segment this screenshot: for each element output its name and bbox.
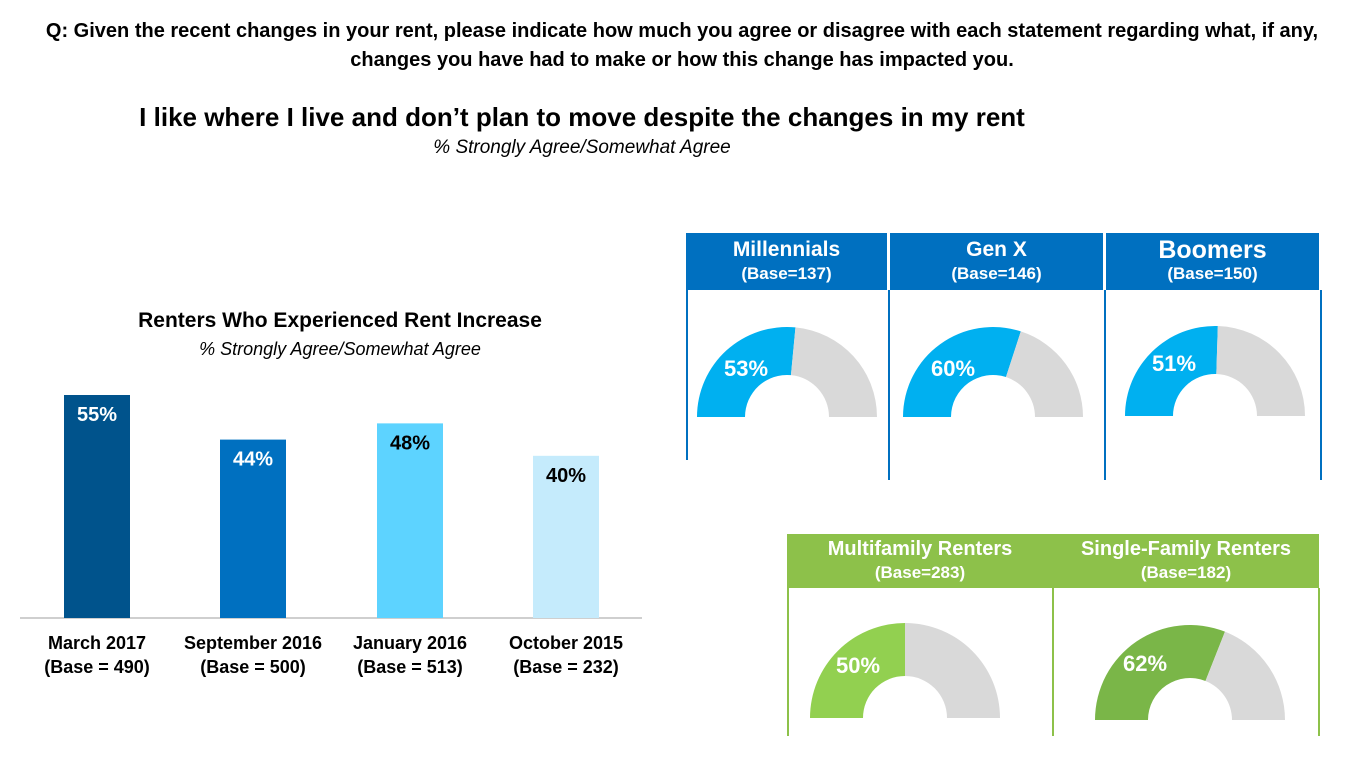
bar-chart-subtitle: % Strongly Agree/Somewhat Agree	[199, 339, 481, 359]
gauge-value-label: 50%	[836, 653, 880, 678]
divider-line	[1320, 290, 1322, 480]
category-label: October 2015	[509, 633, 623, 653]
generation-header-millennials: Millennials (Base=137)	[686, 233, 887, 290]
bar-value-label: 40%	[546, 465, 586, 487]
bar-chart: 55% March 2017 (Base = 490) 44% September 20…	[20, 395, 642, 677]
generation-name: Millennials	[732, 238, 841, 261]
gauge-remainder-arc	[1205, 631, 1285, 720]
gauge-value-label: 53%	[724, 356, 768, 381]
gauge-value-label: 62%	[1123, 651, 1167, 676]
category-base-label: (Base = 513)	[357, 657, 463, 677]
category-base-label: (Base = 500)	[200, 657, 306, 677]
gauge-singlefamily: 62%	[1095, 625, 1285, 720]
housing-header-multifamily: Multifamily Renters (Base=283)	[787, 534, 1053, 588]
divider-line	[787, 588, 789, 736]
gauge-remainder-arc	[905, 623, 1000, 718]
bar-value-label: 48%	[390, 432, 430, 454]
divider-line	[888, 290, 890, 480]
housing-header-bar	[787, 534, 1319, 588]
generation-name: Gen X	[966, 238, 1027, 261]
gauge-remainder-arc	[1005, 331, 1083, 417]
generation-name: Boomers	[1158, 236, 1267, 264]
category-label: September 2016	[184, 633, 322, 653]
generation-header-genx: Gen X (Base=146)	[890, 233, 1103, 290]
bar-3	[377, 423, 443, 618]
gauge-filled-arc	[1125, 326, 1218, 416]
gauge-millennials: 53%	[697, 327, 877, 417]
category-label: March 2017	[48, 633, 146, 653]
bar-1	[64, 395, 130, 618]
bar-2	[220, 439, 286, 618]
gauge-filled-arc	[1095, 625, 1225, 720]
bar-4	[533, 455, 599, 618]
generation-header-boomers: Boomers (Base=150)	[1106, 233, 1319, 290]
bar-value-label: 55%	[77, 404, 117, 426]
bar-chart-title: Renters Who Experienced Rent Increase	[138, 309, 542, 332]
gauge-boomers: 51%	[1125, 326, 1305, 416]
slide-title: I like where I live and don’t plan to mo…	[139, 102, 1025, 132]
gauge-remainder-arc	[1216, 326, 1305, 416]
category-base-label: (Base = 490)	[44, 657, 150, 677]
housing-header-singlefamily: Single-Family Renters (Base=182)	[1053, 534, 1319, 588]
gauge-value-label: 51%	[1152, 351, 1196, 376]
generation-base: (Base=146)	[951, 264, 1042, 283]
divider-line	[1318, 588, 1320, 736]
category-label: January 2016	[353, 633, 467, 653]
gauge-filled-arc	[697, 327, 796, 417]
gauge-filled-arc	[810, 623, 905, 718]
gauge-genx: 60%	[903, 326, 1083, 417]
slide-subtitle: % Strongly Agree/Somewhat Agree	[433, 137, 731, 158]
divider-line	[1052, 588, 1054, 736]
housing-name: Multifamily Renters	[827, 538, 1013, 560]
gauge-multifamily: 50%	[810, 623, 1000, 718]
bar-value-label: 44%	[233, 449, 273, 471]
divider-line	[1104, 290, 1106, 480]
generation-base: (Base=137)	[741, 264, 832, 283]
generation-base: (Base=150)	[1167, 264, 1258, 283]
gauge-value-label: 60%	[931, 356, 975, 381]
housing-name: Single-Family Renters	[1080, 538, 1292, 560]
question-text: Q: Given the recent changes in your rent…	[45, 20, 1319, 71]
divider-line	[686, 290, 688, 460]
gauge-remainder-arc	[790, 327, 877, 417]
category-base-label: (Base = 232)	[513, 657, 619, 677]
housing-base: (Base=283)	[874, 563, 966, 582]
housing-base: (Base=182)	[1140, 563, 1232, 582]
gauge-filled-arc	[903, 326, 1021, 417]
